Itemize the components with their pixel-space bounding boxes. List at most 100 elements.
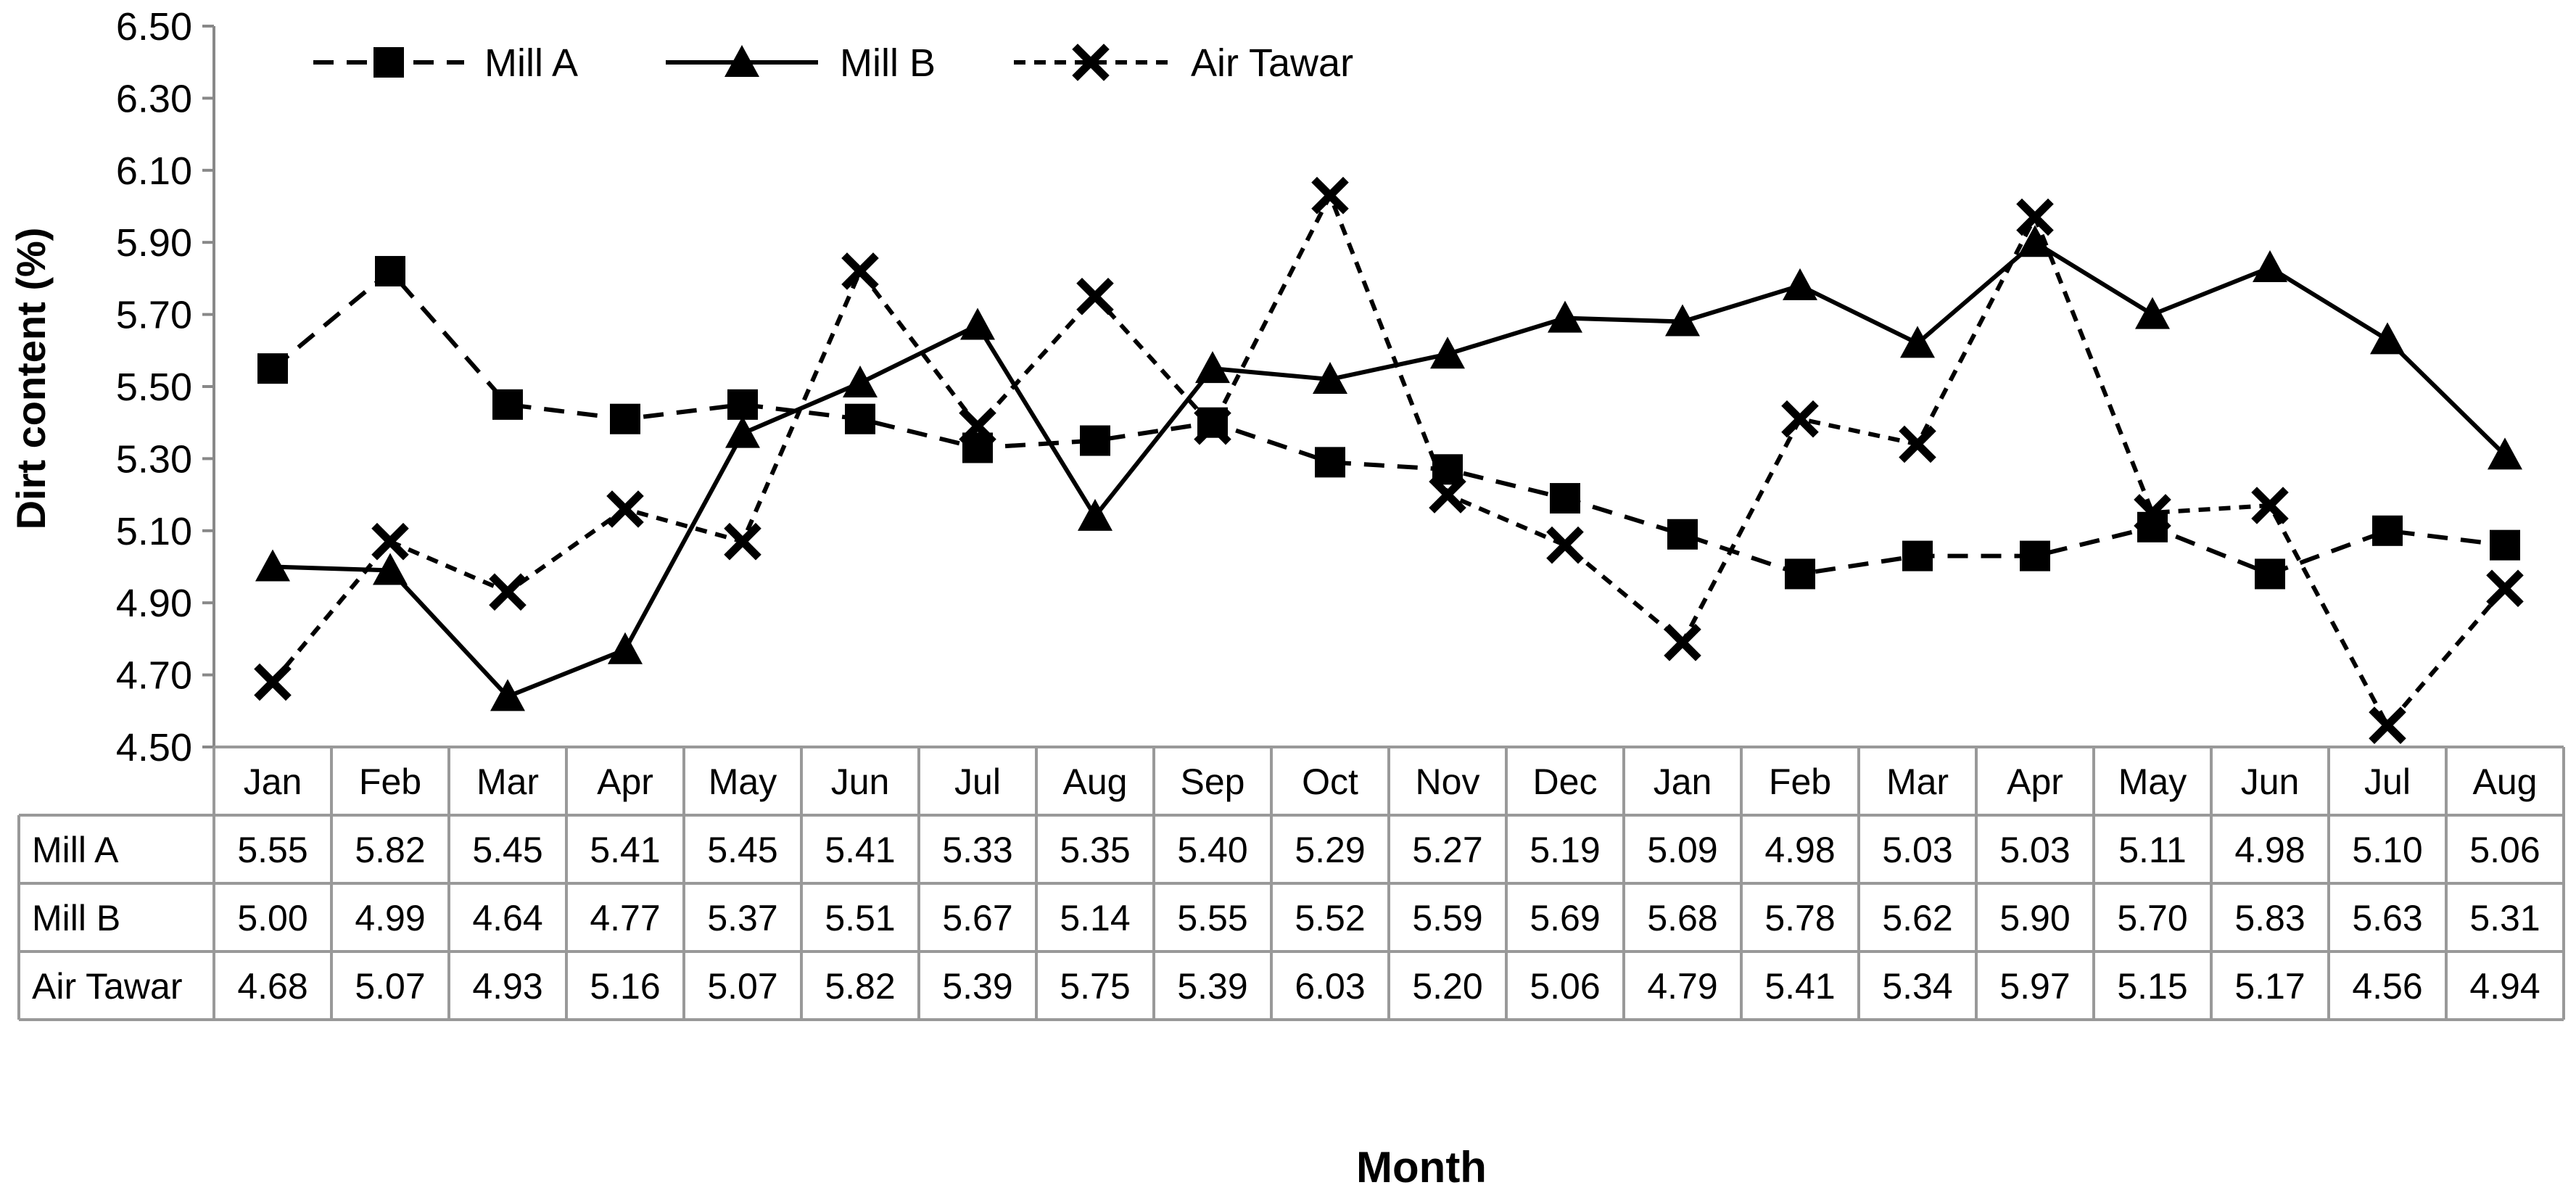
x-marker	[1781, 400, 1819, 438]
series-line	[272, 240, 2507, 699]
square-marker	[727, 389, 758, 420]
x-tick-label: Feb	[1769, 761, 1831, 802]
square-marker	[1080, 425, 1110, 456]
x-tick-label: Apr	[2007, 761, 2063, 802]
table-cell: 5.59	[1412, 898, 1482, 938]
triangle-marker	[1665, 304, 1700, 337]
table-cell: 5.39	[942, 966, 1012, 1007]
y-axis: 4.50 4.70 4.90 5.10 5.30 5.50 5.70 5.90 6.10 6.30…	[116, 5, 215, 769]
table-cell: 5.09	[1647, 830, 1717, 870]
table-cell: 5.68	[1647, 898, 1717, 938]
square-marker	[2020, 540, 2050, 571]
square-marker	[375, 255, 405, 286]
table-cell: 5.97	[1999, 966, 2070, 1007]
table-cell: 5.07	[355, 966, 425, 1007]
table-cell: 4.94	[2469, 966, 2540, 1007]
x-marker	[841, 252, 879, 290]
square-marker	[610, 403, 640, 434]
triangle-marker	[373, 553, 408, 585]
table-cell: 5.10	[2352, 830, 2422, 870]
table-cell: 5.41	[590, 830, 660, 870]
x-marker	[1899, 425, 1936, 463]
x-tick-label: Nov	[1416, 761, 1480, 802]
data-table: Jan Feb Mar Apr May Jun Jul Aug Sep Oct Nov Dec Jan F…	[17, 746, 2565, 1021]
table-cell: 5.90	[1999, 898, 2070, 938]
x-marker	[1429, 476, 1466, 513]
table-cell: 4.98	[1764, 830, 1835, 870]
table-cell: 4.99	[355, 898, 425, 938]
x-tick-label: Jan	[1654, 761, 1712, 802]
table-cell: 5.34	[1882, 966, 1952, 1007]
y-axis-label: Dirt content (%)	[8, 228, 54, 530]
x-tick-label: Feb	[359, 761, 421, 802]
triangle-marker	[1078, 498, 1112, 531]
y-tick-label: 5.90	[116, 221, 192, 265]
x-marker	[1072, 44, 1110, 81]
table-cell: 5.67	[942, 898, 1012, 938]
series-square	[257, 255, 2520, 590]
table-cell: 5.27	[1412, 830, 1482, 870]
triangle-marker	[1195, 351, 1230, 384]
table-cell: 5.45	[707, 830, 777, 870]
table-cell: 4.93	[472, 966, 542, 1007]
table-cell: 5.00	[237, 898, 307, 938]
table-cell: 5.69	[1530, 898, 1600, 938]
x-tick-label: May	[2118, 761, 2187, 802]
square-marker	[1315, 447, 1345, 478]
table-cell: 5.83	[2234, 898, 2305, 938]
table-cell: 5.52	[1295, 898, 1365, 938]
table-cell: 5.45	[472, 830, 542, 870]
table-cell: 5.55	[1177, 898, 1247, 938]
triangle-marker	[608, 632, 643, 664]
table-cell: 5.39	[1177, 966, 1247, 1007]
x-marker	[1311, 176, 1349, 215]
square-marker	[1550, 483, 1580, 514]
table-cell: 4.56	[2352, 966, 2422, 1007]
table-row-header: Mill B	[32, 898, 120, 938]
series-triangle	[255, 225, 2522, 711]
square-marker	[257, 353, 288, 384]
table-cell: 5.15	[2117, 966, 2187, 1007]
table-cell: 5.82	[355, 830, 425, 870]
triangle-marker	[2253, 249, 2287, 282]
x-tick-label: Jul	[954, 761, 1001, 802]
x-marker	[606, 490, 644, 528]
legend-item: Air Tawar	[1014, 41, 1353, 85]
x-marker	[959, 407, 996, 445]
table-cell: 5.37	[707, 898, 777, 938]
x-marker	[1194, 407, 1231, 445]
x-axis-label: Month	[1356, 1143, 1487, 1192]
table-cell: 5.35	[1060, 830, 1130, 870]
x-tick-label: Jan	[244, 761, 302, 802]
x-tick-label: Aug	[1063, 761, 1128, 802]
table-cell: 5.03	[1882, 830, 1952, 870]
y-tick-label: 6.50	[116, 5, 192, 49]
x-tick-label: Jul	[2364, 761, 2411, 802]
y-tick-label: 6.10	[116, 149, 192, 193]
triangle-marker	[1430, 337, 1465, 369]
square-marker	[1902, 540, 1933, 571]
table-cell: 5.03	[1999, 830, 2070, 870]
triangle-marker	[724, 45, 759, 77]
square-marker	[492, 389, 523, 420]
y-tick-label: 4.70	[116, 654, 192, 698]
square-marker	[373, 47, 404, 78]
y-tick-label: 5.70	[116, 294, 192, 337]
x-marker	[1664, 624, 1701, 661]
table-cell: 6.03	[1295, 966, 1365, 1007]
x-marker	[2134, 494, 2171, 532]
legend-item: Mill A	[313, 41, 578, 85]
y-tick-label: 5.30	[116, 437, 192, 481]
legend-item: Mill B	[666, 41, 936, 85]
triangle-marker	[1783, 268, 1817, 300]
table-cell: 5.75	[1060, 966, 1130, 1007]
triangle-marker	[960, 307, 995, 340]
table-cell: 5.29	[1295, 830, 1365, 870]
legend-label: Mill B	[840, 41, 936, 85]
x-marker	[489, 573, 527, 611]
triangle-marker	[2018, 225, 2052, 257]
x-marker	[2486, 569, 2524, 608]
table-cell: 4.64	[472, 898, 542, 938]
triangle-marker	[2488, 437, 2522, 470]
